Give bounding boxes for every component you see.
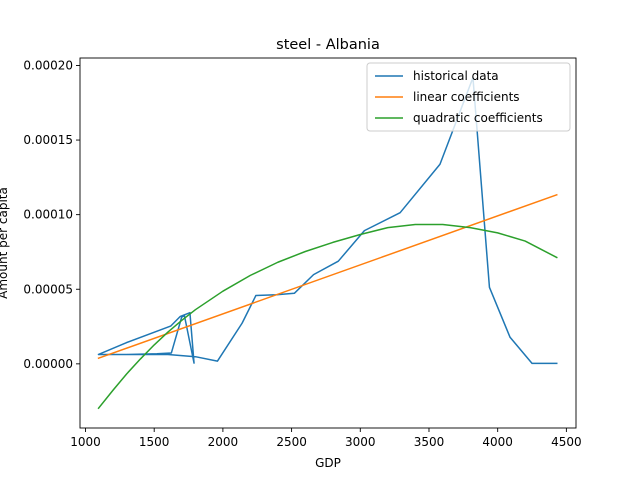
y-tick-label: 0.00015 (23, 133, 73, 147)
y-tick-label: 0.00005 (23, 282, 73, 296)
x-tick-label: 4000 (482, 435, 513, 449)
series-line-quadratic (97, 223, 558, 410)
x-axis-label: GDP (315, 456, 341, 470)
plot-frame (79, 57, 577, 429)
legend-label-linear: linear coefficients (413, 90, 520, 104)
x-tick-label: 1500 (139, 435, 170, 449)
x-tick-label: 2500 (276, 435, 307, 449)
x-axis: 1000 1500 2000 2500 3000 3500 4000 4500 (70, 428, 582, 449)
chart-title: steel - Albania (276, 37, 380, 53)
x-tick-label: 4500 (551, 435, 582, 449)
plot-lines (97, 76, 558, 410)
legend-label-historical: historical data (413, 69, 499, 83)
y-tick-label: 0.00000 (23, 357, 73, 371)
x-tick-label: 1000 (70, 435, 101, 449)
x-tick-label: 2000 (208, 435, 239, 449)
y-tick-label: 0.00020 (23, 58, 73, 72)
y-axis-label: Amount per capita (0, 187, 10, 299)
x-tick-label: 3500 (414, 435, 445, 449)
legend-box (366, 62, 571, 132)
legend: historical data linear coefficients quad… (366, 62, 571, 132)
series-line-historical (97, 76, 558, 365)
x-tick-label: 3000 (345, 435, 376, 449)
y-axis: 0.00000 0.00005 0.00010 0.00015 0.00020 (23, 58, 80, 371)
legend-label-quadratic: quadratic coefficients (413, 111, 543, 125)
series-line-linear (97, 193, 558, 360)
y-tick-label: 0.00010 (23, 208, 73, 222)
